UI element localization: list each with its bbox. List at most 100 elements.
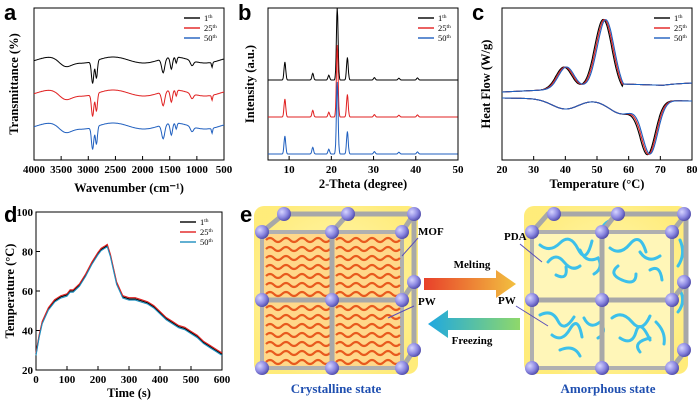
pda-label: PDA [504, 231, 527, 243]
x-ticks-b: 10 20 30 40 50 [284, 156, 464, 176]
x-tick-label-d: 600 [214, 374, 231, 386]
legend-entry-c: 50th [674, 33, 687, 43]
mof-node [677, 207, 691, 221]
paraffin-chain-crystalline [335, 349, 401, 357]
series-line-a [33, 56, 225, 84]
paraffin-chain-crystalline [265, 236, 331, 244]
legend-entry-b: 50th [438, 33, 451, 43]
x-tick-label-d: 0 [33, 374, 39, 386]
legend-entry-c: 1th [674, 13, 683, 23]
y-axis-label-b: Intensity (a.u.) [243, 45, 257, 123]
x-tick-label-c: 40 [560, 164, 572, 176]
x-tick-label-b: 50 [453, 164, 465, 176]
x-tick-label-a: 3000 [77, 164, 100, 176]
x-tick-label-c: 70 [655, 164, 667, 176]
x-tick-label-d: 400 [152, 374, 169, 386]
legend-entry-d: 1th [200, 217, 209, 227]
x-tick-label-b: 30 [368, 164, 380, 176]
panel-d: d 0 100 200 300 400 500 600 20 40 60 80 100 1th25th… [3, 202, 231, 400]
paraffin-chain-crystalline [335, 358, 401, 366]
mof-node [255, 361, 269, 375]
paraffin-chain-crystalline [265, 272, 331, 280]
x-tick-label-c: 60 [623, 164, 635, 176]
x-tick-label-b: 10 [284, 164, 296, 176]
paraffin-chain-crystalline [335, 304, 401, 312]
mof-node [407, 207, 421, 221]
y-axis-label-c: Heat Flow (W/g) [479, 40, 493, 129]
y-axis-label-d: Temperature (°C) [3, 244, 17, 339]
panel-label-b: b [238, 0, 251, 25]
paraffin-chain-crystalline [265, 358, 331, 366]
x-ticks-a: 4000 3500 3000 2500 2000 1500 1000 500 [23, 156, 233, 176]
mof-node [595, 225, 609, 239]
mof-label: MOF [418, 226, 444, 238]
x-tick-label-a: 2000 [132, 164, 155, 176]
paraffin-chain-crystalline [265, 340, 331, 348]
panel-label-a: a [4, 0, 17, 25]
mof-node [665, 293, 679, 307]
pw-right-callout-line [515, 305, 549, 327]
pw-left-callout-line [387, 305, 415, 319]
mof-node [255, 293, 269, 307]
panel-label-d: d [4, 202, 17, 227]
mof-node [677, 275, 691, 289]
mof-node [395, 361, 409, 375]
pw-right-label: PW [498, 295, 516, 307]
series-line-c-cooling [502, 19, 693, 93]
x-tick-label-b: 40 [410, 164, 422, 176]
paraffin-chain-crystalline [265, 322, 331, 330]
freezing-arrow [428, 310, 520, 338]
pda-callout-line [519, 243, 543, 263]
x-tick-label-d: 100 [59, 374, 76, 386]
paraffin-chain-crystalline [335, 290, 401, 298]
mof-node [611, 207, 625, 221]
x-tick-label-d: 300 [121, 374, 138, 386]
x-tick-label-a: 1500 [159, 164, 182, 176]
plot-frame-b [267, 7, 459, 161]
mof-node [407, 275, 421, 289]
mof-node [395, 293, 409, 307]
x-axis-label-b: 2-Theta (degree) [319, 177, 407, 191]
series-lines-b [268, 7, 458, 155]
paraffin-chain-crystalline [265, 331, 331, 339]
series-line-c-heating [502, 97, 692, 156]
paraffin-chain-crystalline [265, 281, 331, 289]
paraffin-chain-crystalline [335, 272, 401, 280]
series-line-b [268, 44, 458, 118]
series-line-c-cooling [502, 19, 693, 93]
mof-node [525, 293, 539, 307]
y-tick-label-d: 100 [17, 207, 34, 219]
mof-node [595, 293, 609, 307]
amorphous-cube [524, 206, 691, 375]
plot-frame-c [501, 7, 693, 161]
x-axis-label-d: Time (s) [107, 386, 151, 400]
x-tick-label-a: 1000 [186, 164, 209, 176]
x-tick-label-a: 3500 [50, 164, 73, 176]
mof-node [525, 225, 539, 239]
legend-entry-a: 25th [204, 23, 217, 33]
x-tick-label-b: 20 [326, 164, 338, 176]
paraffin-chain-crystalline [265, 304, 331, 312]
x-tick-label-c: 30 [528, 164, 540, 176]
series-line-c-cooling [502, 18, 693, 93]
melting-label: Melting [454, 259, 491, 271]
y-tick-label-d: 40 [22, 326, 34, 338]
paraffin-chain-crystalline [265, 349, 331, 357]
mof-node [677, 343, 691, 357]
paraffin-chain-crystalline [265, 254, 331, 262]
paraffin-chain-crystalline [265, 263, 331, 271]
mof-node [665, 361, 679, 375]
paraffin-chain-crystalline [335, 236, 401, 244]
series-line-a [33, 122, 225, 150]
series-line-c-heating [502, 97, 692, 155]
paraffin-chain-crystalline [265, 313, 331, 321]
series-line-b [268, 7, 458, 81]
paraffin-chain-crystalline [265, 245, 331, 253]
x-tick-label-a: 2500 [104, 164, 127, 176]
